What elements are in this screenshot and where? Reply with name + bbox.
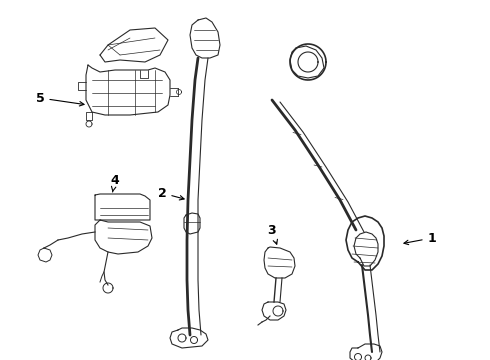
Text: 3: 3 (268, 224, 277, 244)
Text: 2: 2 (158, 186, 184, 200)
Text: 4: 4 (111, 174, 120, 192)
Text: 5: 5 (36, 91, 84, 106)
Text: 1: 1 (404, 231, 437, 245)
